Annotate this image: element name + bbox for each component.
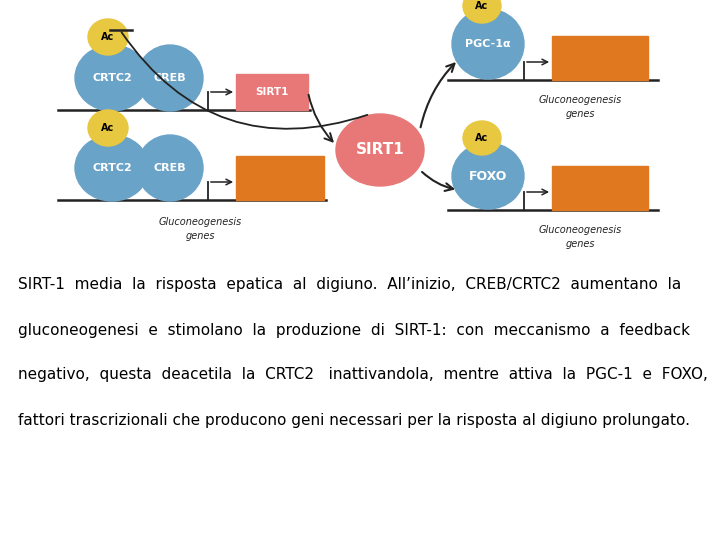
- Ellipse shape: [452, 9, 524, 79]
- Bar: [552, 36, 648, 80]
- Ellipse shape: [463, 0, 501, 23]
- Text: SIRT1: SIRT1: [356, 143, 405, 158]
- Ellipse shape: [137, 135, 203, 201]
- Text: Gluconeogenesis: Gluconeogenesis: [539, 225, 621, 235]
- Text: SIRT-1  media  la  risposta  epatica  al  digiuno.  All’inizio,  CREB/CRTC2  aum: SIRT-1 media la risposta epatica al digi…: [18, 278, 681, 293]
- Text: fattori trascrizionali che producono geni necessari per la risposta al digiuno p: fattori trascrizionali che producono gen…: [18, 413, 690, 428]
- Text: CRTC2: CRTC2: [92, 73, 132, 83]
- Ellipse shape: [75, 135, 149, 201]
- Text: negativo,  questa  deacetila  la  CRTC2   inattivandola,  mentre  attiva  la  PG: negativo, questa deacetila la CRTC2 inat…: [18, 368, 708, 382]
- Ellipse shape: [137, 45, 203, 111]
- Ellipse shape: [75, 45, 149, 111]
- Ellipse shape: [88, 110, 128, 146]
- Text: genes: genes: [565, 239, 595, 249]
- Text: CRTC2: CRTC2: [92, 163, 132, 173]
- Text: gluconeogenesi  e  stimolano  la  produzione  di  SIRT-1:  con  meccanismo  a  f: gluconeogenesi e stimolano la produzione…: [18, 322, 690, 338]
- Text: SIRT1: SIRT1: [256, 87, 289, 97]
- Bar: [552, 166, 648, 210]
- Ellipse shape: [88, 19, 128, 55]
- Text: FOXO: FOXO: [469, 170, 507, 183]
- Text: CREB: CREB: [153, 163, 186, 173]
- Bar: [236, 156, 324, 200]
- Ellipse shape: [463, 121, 501, 155]
- Bar: [236, 74, 308, 110]
- Ellipse shape: [452, 143, 524, 209]
- Text: Gluconeogenesis: Gluconeogenesis: [539, 95, 621, 105]
- Text: genes: genes: [185, 231, 215, 241]
- Text: Ac: Ac: [475, 133, 489, 143]
- Text: Ac: Ac: [102, 123, 114, 133]
- Text: Gluconeogenesis: Gluconeogenesis: [158, 217, 242, 227]
- Text: Ac: Ac: [475, 1, 489, 11]
- Text: PGC-1α: PGC-1α: [465, 39, 510, 49]
- Text: genes: genes: [565, 109, 595, 119]
- Ellipse shape: [336, 114, 424, 186]
- Text: Ac: Ac: [102, 32, 114, 42]
- Text: CREB: CREB: [153, 73, 186, 83]
